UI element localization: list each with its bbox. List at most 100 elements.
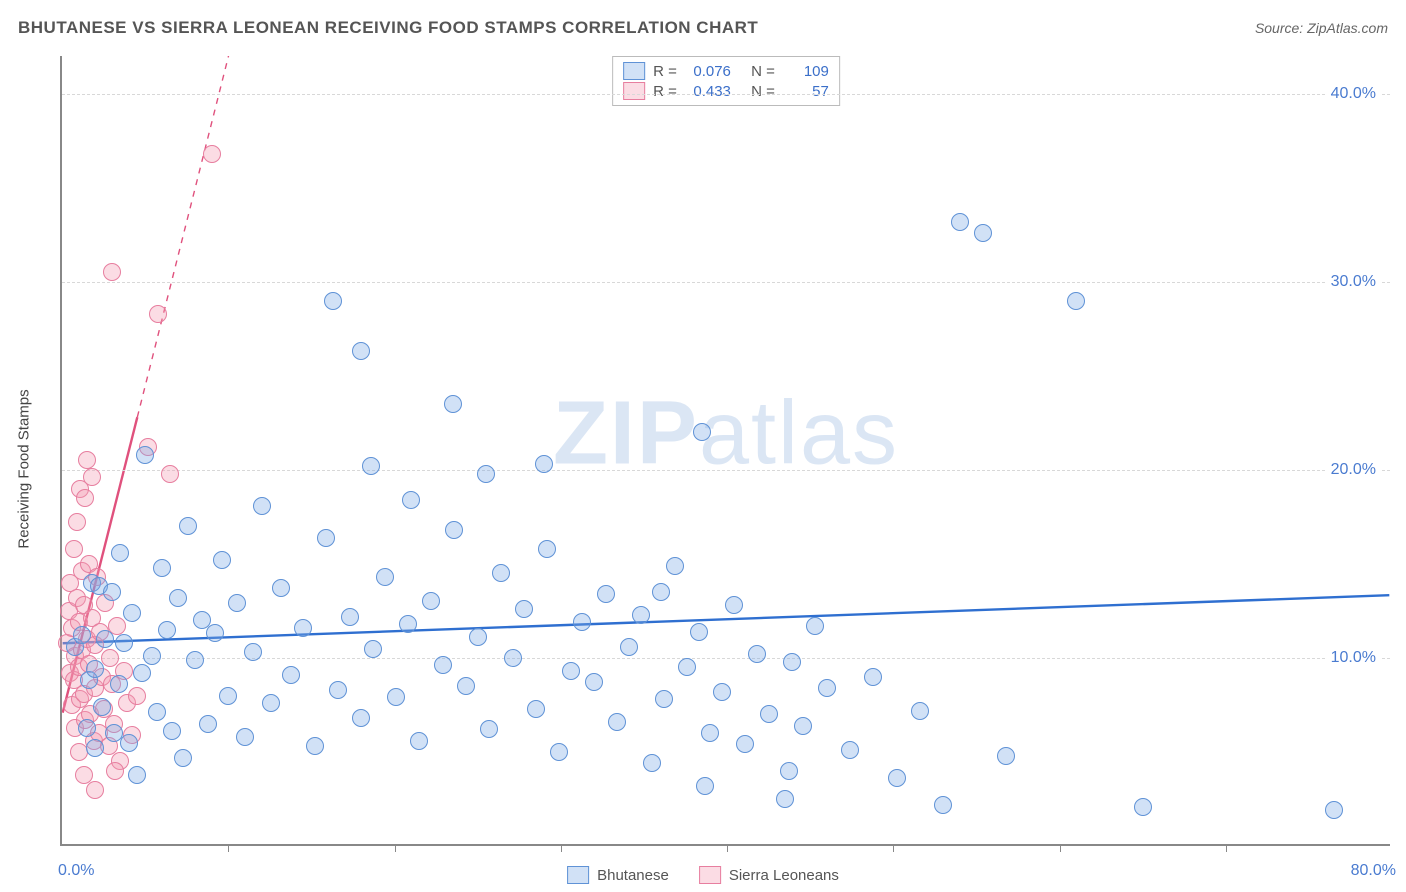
y-tick-label: 20.0% (1327, 461, 1380, 479)
chart-title: BHUTANESE VS SIERRA LEONEAN RECEIVING FO… (18, 18, 758, 38)
data-point-blue (115, 634, 133, 652)
stat-n-label: N = (751, 63, 775, 80)
data-point-blue (783, 653, 801, 671)
data-point-blue (199, 715, 217, 733)
data-point-blue (422, 592, 440, 610)
data-point-blue (186, 651, 204, 669)
legend-label-blue: Bhutanese (597, 867, 669, 884)
data-point-blue (696, 777, 714, 795)
data-point-blue (206, 624, 224, 642)
data-point-blue (652, 583, 670, 601)
data-point-blue (457, 677, 475, 695)
data-point-blue (282, 666, 300, 684)
y-tick-label: 10.0% (1327, 649, 1380, 667)
legend-item-pink: Sierra Leoneans (699, 866, 839, 884)
data-point-blue (573, 613, 591, 631)
legend-item-blue: Bhutanese (567, 866, 669, 884)
x-axis-max-label: 80.0% (1351, 862, 1396, 880)
data-point-blue (951, 213, 969, 231)
data-point-pink (70, 743, 88, 761)
data-point-blue (123, 604, 141, 622)
data-point-blue (693, 423, 711, 441)
data-point-blue (911, 702, 929, 720)
data-point-pink (76, 489, 94, 507)
data-point-blue (103, 583, 121, 601)
x-tick (893, 844, 894, 852)
swatch-pink (623, 82, 645, 100)
data-point-blue (228, 594, 246, 612)
data-point-blue (666, 557, 684, 575)
stat-r-label: R = (653, 83, 677, 100)
data-point-blue (780, 762, 798, 780)
data-point-blue (445, 521, 463, 539)
data-point-blue (219, 687, 237, 705)
data-point-blue (253, 497, 271, 515)
data-point-blue (93, 698, 111, 716)
source-link[interactable]: ZipAtlas.com (1307, 20, 1388, 36)
stat-n-label: N = (751, 83, 775, 100)
data-point-blue (1067, 292, 1085, 310)
data-point-blue (163, 722, 181, 740)
data-point-blue (748, 645, 766, 663)
swatch-blue (623, 62, 645, 80)
x-tick (727, 844, 728, 852)
data-point-blue (73, 626, 91, 644)
data-point-blue (399, 615, 417, 633)
data-point-blue (841, 741, 859, 759)
data-point-blue (864, 668, 882, 686)
data-point-blue (776, 790, 794, 808)
data-point-blue (213, 551, 231, 569)
gridline (62, 282, 1390, 283)
gridline (62, 470, 1390, 471)
data-point-blue (477, 465, 495, 483)
data-point-blue (306, 737, 324, 755)
data-point-pink (149, 305, 167, 323)
x-tick (395, 844, 396, 852)
y-tick-label: 30.0% (1327, 273, 1380, 291)
x-axis-min-label: 0.0% (58, 862, 94, 880)
data-point-blue (329, 681, 347, 699)
data-point-pink (75, 766, 93, 784)
x-tick (1060, 844, 1061, 852)
x-tick (228, 844, 229, 852)
data-point-blue (690, 623, 708, 641)
data-point-blue (480, 720, 498, 738)
y-tick-label: 40.0% (1327, 85, 1380, 103)
data-point-blue (86, 660, 104, 678)
watermark-light: atlas (699, 384, 899, 484)
data-point-blue (136, 446, 154, 464)
stat-r-blue: 0.076 (685, 63, 731, 80)
data-point-blue (527, 700, 545, 718)
data-point-blue (736, 735, 754, 753)
data-point-blue (608, 713, 626, 731)
data-point-blue (272, 579, 290, 597)
stat-n-pink: 57 (783, 83, 829, 100)
data-point-blue (597, 585, 615, 603)
data-point-blue (262, 694, 280, 712)
data-point-blue (469, 628, 487, 646)
gridline (62, 658, 1390, 659)
data-point-pink (78, 451, 96, 469)
x-tick (1226, 844, 1227, 852)
stat-r-label: R = (653, 63, 677, 80)
data-point-blue (236, 728, 254, 746)
data-point-pink (106, 762, 124, 780)
data-point-blue (111, 544, 129, 562)
data-point-blue (713, 683, 731, 701)
data-point-blue (934, 796, 952, 814)
data-point-blue (888, 769, 906, 787)
source-attribution: Source: ZipAtlas.com (1255, 20, 1388, 36)
data-point-blue (174, 749, 192, 767)
data-point-blue (362, 457, 380, 475)
data-point-blue (364, 640, 382, 658)
data-point-blue (324, 292, 342, 310)
data-point-blue (585, 673, 603, 691)
data-point-pink (203, 145, 221, 163)
data-point-blue (352, 709, 370, 727)
data-point-pink (103, 263, 121, 281)
data-point-blue (148, 703, 166, 721)
data-point-blue (143, 647, 161, 665)
data-point-blue (997, 747, 1015, 765)
data-point-blue (562, 662, 580, 680)
x-tick (561, 844, 562, 852)
